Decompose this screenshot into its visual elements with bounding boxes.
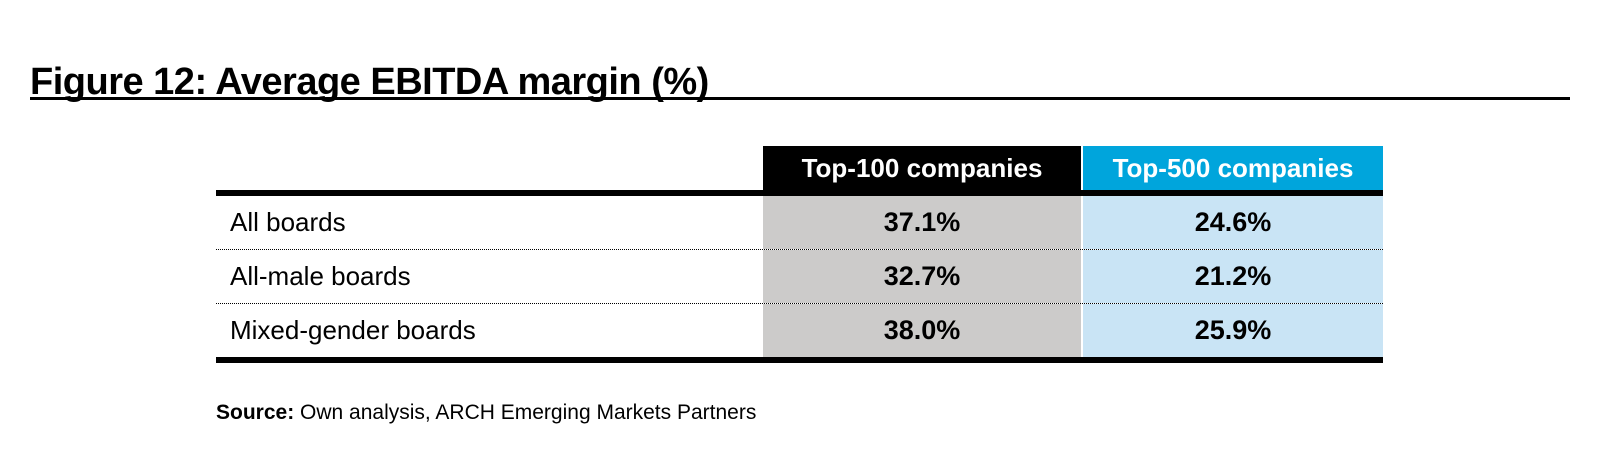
header-spacer-cell	[216, 146, 763, 190]
table-bottom-bar	[216, 357, 1383, 363]
cell-top500-value: 24.6%	[1083, 196, 1383, 249]
ebitda-margin-table: Top-100 companies Top-500 companies All …	[216, 146, 1383, 363]
cell-top100-value: 38.0%	[763, 304, 1081, 357]
row-label: All boards	[216, 196, 763, 249]
column-gap	[1081, 250, 1083, 303]
cell-top500-value: 25.9%	[1083, 304, 1383, 357]
table-top-bar	[216, 190, 1383, 196]
table-row: All boards 37.1% 24.6%	[216, 196, 1383, 250]
cell-top100-value: 37.1%	[763, 196, 1081, 249]
column-header-top100: Top-100 companies	[763, 146, 1081, 190]
row-label: Mixed-gender boards	[216, 304, 763, 357]
cell-top500-value: 21.2%	[1083, 250, 1383, 303]
table-row: All-male boards 32.7% 21.2%	[216, 250, 1383, 304]
table-header-row: Top-100 companies Top-500 companies	[216, 146, 1383, 190]
column-gap	[1081, 146, 1083, 190]
title-divider-rule	[30, 97, 1570, 100]
column-gap	[1081, 196, 1083, 249]
column-gap	[1081, 304, 1083, 357]
column-header-top500: Top-500 companies	[1083, 146, 1383, 190]
source-text: Own analysis, ARCH Emerging Markets Part…	[294, 401, 757, 424]
table-row: Mixed-gender boards 38.0% 25.9%	[216, 304, 1383, 357]
source-line: Source: Own analysis, ARCH Emerging Mark…	[216, 401, 756, 425]
cell-top100-value: 32.7%	[763, 250, 1081, 303]
source-label: Source:	[216, 401, 295, 424]
row-label: All-male boards	[216, 250, 763, 303]
figure-title: Figure 12: Average EBITDA margin (%)	[30, 61, 709, 104]
